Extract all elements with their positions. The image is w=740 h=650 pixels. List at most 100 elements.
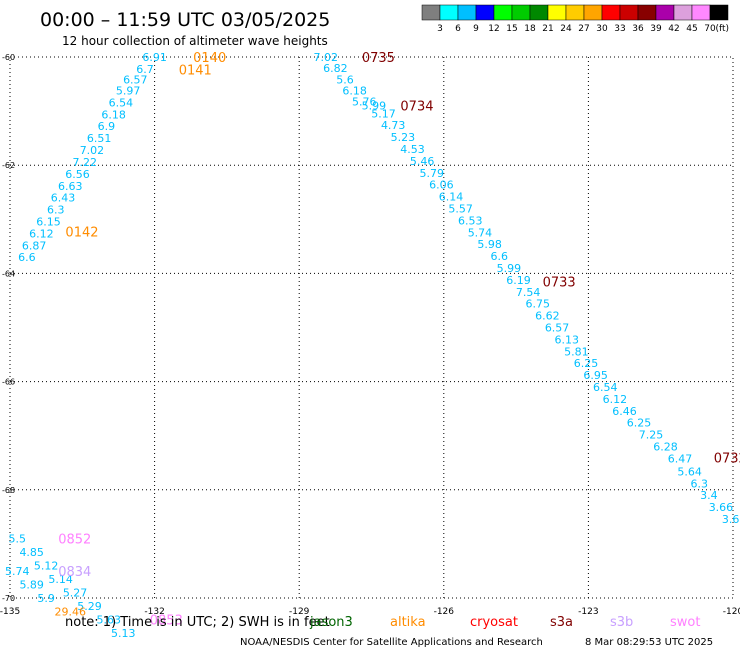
wave-height-point: 5.5: [8, 532, 26, 545]
wave-height-point: 5.63: [97, 614, 122, 627]
wave-height-point: 6.51: [87, 132, 112, 145]
wave-height-point: 5.57: [448, 202, 473, 215]
wave-height-point: 6.3: [691, 477, 709, 490]
wave-height-point: 5.79: [420, 167, 445, 180]
pass-time-label: 0834: [58, 565, 91, 580]
wave-height-point: 6.53: [458, 214, 483, 227]
pass-time-label: 0142: [65, 226, 98, 241]
colorbar-swatch: [565, 4, 585, 21]
wave-height-point: 6.18: [342, 85, 367, 98]
wave-height-point: 4.53: [400, 143, 425, 156]
pass-time-label: 0733: [543, 276, 576, 291]
colorbar-swatch: [637, 4, 657, 21]
x-tick-label: -126: [434, 607, 455, 617]
pass-time-label: 0852: [58, 532, 91, 547]
colorbar-swatch: [691, 4, 711, 21]
chart-subtitle: 12 hour collection of altimeter wave hei…: [62, 34, 328, 48]
wave-height-point: 6.13: [554, 333, 579, 346]
colorbar-swatch: [547, 4, 567, 21]
wave-height-point: 5.6: [336, 74, 354, 87]
wave-height-point: 6.6: [490, 250, 508, 263]
wave-height-point: 7.25: [639, 429, 664, 442]
wave-height-point: 6.6: [18, 251, 36, 264]
wave-height-point: 6.25: [574, 357, 599, 370]
colorbar-tick-label: 9: [473, 24, 479, 34]
wave-height-point: 6.57: [545, 322, 570, 335]
colorbar-swatch: [619, 4, 639, 21]
pass-time-label: 0853: [150, 614, 183, 629]
colorbar-swatch: [493, 4, 513, 21]
plot-area: -135 -132 -129 -126 -123 -120 -60 -62 -64 -66 -68 -…: [0, 53, 740, 617]
satellite-legend-item: jason3: [309, 615, 353, 630]
satellite-legend-item: s3b: [610, 615, 633, 630]
pass-time-label: 0735: [362, 51, 395, 66]
satellite-legend: jason3 altika cryosat s3a s3b swot: [309, 615, 700, 630]
footer-timestamp: 8 Mar 08:29:53 UTC 2025: [585, 637, 713, 648]
satellite-legend-item: swot: [670, 615, 700, 630]
wave-height-point: 5.64: [677, 465, 702, 478]
wave-height-point: 6.75: [526, 298, 551, 311]
wave-height-point: 6.28: [653, 441, 678, 454]
wave-height-point: 6.87: [22, 239, 47, 252]
wave-height-point: 5.9: [37, 592, 55, 605]
wave-height-point: 5.74: [5, 565, 30, 578]
colorbar-legend: 3 6 9 12 15 18 21 24 27 30 33 36 39 42 45 70 (ft): [421, 4, 729, 34]
colorbar-swatch: [601, 4, 621, 21]
wave-height-point: 7.02: [313, 51, 338, 64]
wave-height-point: 6.14: [439, 191, 464, 204]
wave-height-point: 6.47: [668, 452, 693, 465]
wave-height-point: 5.14: [48, 573, 73, 586]
wave-height-point: 6.63: [58, 180, 83, 193]
colorbar-swatch: [475, 4, 495, 21]
wave-height-point: 5.23: [391, 131, 416, 144]
wave-height-point: 5.89: [19, 578, 44, 591]
wave-height-point: 6.82: [323, 62, 348, 75]
wave-height-point: 5.81: [564, 345, 589, 358]
colorbar-swatch: [457, 4, 477, 21]
colorbar-tick-label: 18: [524, 24, 536, 34]
pass-time-label: 0734: [400, 100, 433, 115]
wave-height-point: 5.29: [77, 600, 102, 613]
wave-height-point: 6.54: [593, 381, 618, 394]
colorbar-tick-label: 15: [506, 24, 517, 34]
colorbar-tick-label: 21: [542, 24, 553, 34]
colorbar-tick-label: 45: [686, 24, 697, 34]
wave-height-point: 5.76: [352, 95, 377, 108]
wave-height-point: 5.27: [63, 587, 88, 600]
wave-height-point: 4.73: [381, 119, 406, 132]
wave-height-point: 6.3: [47, 204, 65, 217]
y-tick-label: -66: [2, 378, 15, 387]
wave-height-point: 3.66: [709, 501, 734, 514]
wave-height-point: 6.46: [612, 405, 637, 418]
colorbar-tick-label: 42: [668, 24, 679, 34]
wave-height-point: 5.12: [34, 560, 59, 573]
wave-height-point: 5.97: [116, 85, 141, 98]
colorbar-tick-label: 36: [632, 24, 644, 34]
wave-height-point: 3.6: [722, 513, 740, 526]
satellite-legend-item: altika: [390, 615, 426, 630]
chart-title: 00:00 – 11:59 UTC 03/05/2025: [40, 9, 330, 31]
wave-height-point: 4.85: [19, 546, 44, 559]
y-tick-label: -64: [2, 269, 15, 278]
wave-height-point: 6.25: [627, 417, 652, 430]
wave-height-point: 29.46: [55, 606, 87, 619]
wave-height-point: 7.02: [80, 144, 105, 157]
wave-height-point: 5.17: [371, 107, 396, 120]
colorbar-swatch: [529, 4, 549, 21]
footer-credit: NOAA/NESDIS Center for Satellite Applica…: [240, 637, 543, 648]
colorbar-tick-label: 70: [704, 24, 716, 34]
wave-height-point: 6.18: [101, 108, 126, 121]
colorbar-swatch: [655, 4, 675, 21]
pass-time-label: 0141: [179, 63, 212, 78]
wave-height-point: 5.46: [410, 155, 435, 168]
wave-height-point: 5.98: [477, 238, 502, 251]
plot-frame: [9, 56, 734, 599]
wave-height-point: 7.54: [516, 286, 541, 299]
colorbar-unit: (ft): [715, 24, 729, 34]
x-tick-label: -129: [289, 607, 310, 617]
wave-height-point: 6.7: [136, 63, 154, 76]
colorbar-swatch: [421, 4, 441, 21]
y-tick-label: -62: [2, 161, 15, 170]
wave-height-point: 6.54: [109, 96, 134, 109]
